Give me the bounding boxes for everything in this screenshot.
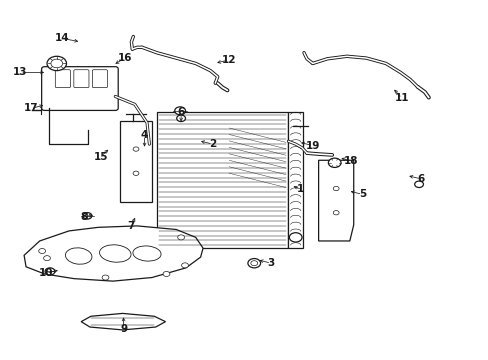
Circle shape [332,186,338,191]
Polygon shape [24,226,203,281]
Circle shape [51,59,62,68]
Text: 7: 7 [127,221,135,231]
Polygon shape [318,160,353,241]
Circle shape [133,171,139,175]
Circle shape [133,147,139,151]
Text: 11: 11 [394,93,408,103]
Text: 12: 12 [221,55,236,65]
Text: 6: 6 [417,174,424,184]
FancyBboxPatch shape [55,70,70,87]
Circle shape [102,275,109,280]
Text: 10: 10 [39,268,53,278]
Text: 2: 2 [209,139,216,149]
Circle shape [328,158,340,167]
Text: 3: 3 [267,258,274,268]
Text: 9: 9 [120,324,127,334]
Circle shape [163,271,169,276]
FancyBboxPatch shape [92,70,107,87]
Text: 13: 13 [13,67,27,77]
Text: 18: 18 [343,156,357,166]
Text: 17: 17 [24,103,39,113]
Circle shape [414,181,423,188]
FancyBboxPatch shape [74,70,89,87]
Circle shape [181,263,188,268]
Circle shape [177,235,184,240]
Text: 8: 8 [80,212,87,221]
Text: 14: 14 [54,33,69,43]
Text: 1: 1 [296,184,304,194]
Circle shape [45,268,55,275]
Text: 16: 16 [118,53,132,63]
Polygon shape [81,314,165,330]
Text: 4: 4 [141,130,148,140]
Circle shape [47,56,66,71]
Circle shape [250,261,257,266]
Circle shape [332,211,338,215]
Ellipse shape [100,245,131,262]
Bar [157,112,288,248]
Circle shape [43,256,50,261]
Text: 15: 15 [93,152,108,162]
FancyBboxPatch shape [41,67,118,111]
Ellipse shape [65,248,92,264]
Bar [288,112,303,248]
Circle shape [176,115,185,122]
Circle shape [247,258,260,268]
Text: 6: 6 [177,107,184,117]
Circle shape [83,213,92,219]
Circle shape [289,233,302,242]
Bar [120,121,152,202]
Text: 5: 5 [358,189,366,199]
Text: 19: 19 [305,140,319,150]
Circle shape [174,107,185,115]
Ellipse shape [133,246,161,261]
Circle shape [39,248,45,253]
